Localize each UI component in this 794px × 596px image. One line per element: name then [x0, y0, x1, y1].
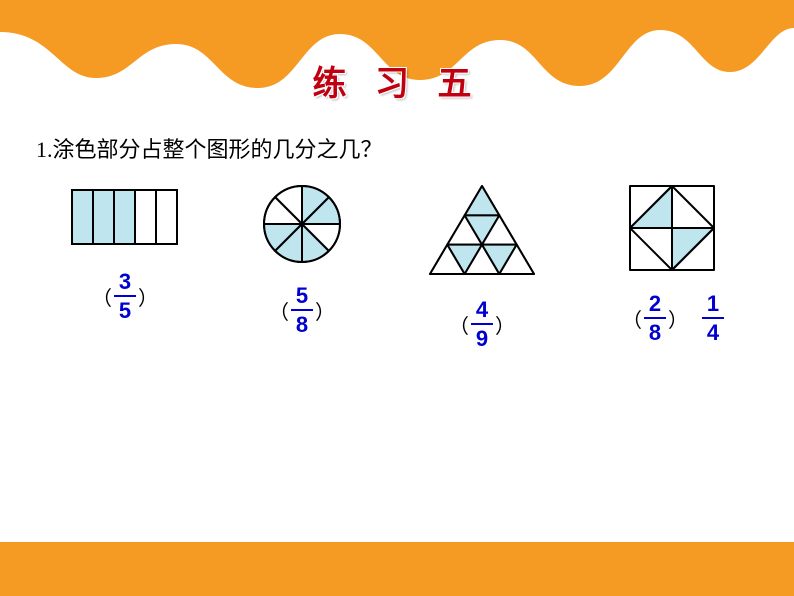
figure-rectangle: （ 3 5 ） [70, 182, 180, 350]
figure-circle: （ 5 8 ） [260, 182, 344, 350]
fraction-3-5: 3 5 [114, 270, 136, 322]
circle-eighths-shape [260, 182, 344, 266]
question-text: 1.涂色部分占整个图形的几分之几？ [36, 132, 383, 164]
answer-4: （ 2 8 ） 1 4 [620, 292, 724, 344]
fraction-1-4: 1 4 [702, 292, 724, 344]
fraction-5-8: 5 8 [291, 284, 313, 336]
page-title: 练 习 五 [0, 56, 794, 105]
footer-decor [0, 542, 794, 596]
paren-open: （ [620, 304, 644, 333]
answer-2: （ 5 8 ） [267, 284, 337, 336]
square-eighths-shape [626, 182, 718, 274]
fraction-4-9: 4 9 [471, 298, 493, 350]
rectangle-fifths-shape [70, 182, 180, 252]
paren-open: （ [90, 282, 114, 311]
answer-1: （ 3 5 ） [90, 270, 160, 322]
paren-open: （ [447, 310, 471, 339]
paren-close: ） [666, 304, 690, 333]
paren-close: ） [313, 296, 337, 325]
figure-triangle: （ 4 9 ） [424, 182, 540, 350]
figure-square: （ 2 8 ） 1 4 [620, 182, 724, 350]
paren-close: ） [136, 282, 160, 311]
triangle-ninths-shape [424, 182, 540, 280]
paren-open: （ [267, 296, 291, 325]
figures-row: （ 3 5 ） （ [0, 182, 794, 350]
paren-close: ） [493, 310, 517, 339]
fraction-2-8: 2 8 [644, 292, 666, 344]
answer-3: （ 4 9 ） [447, 298, 517, 350]
